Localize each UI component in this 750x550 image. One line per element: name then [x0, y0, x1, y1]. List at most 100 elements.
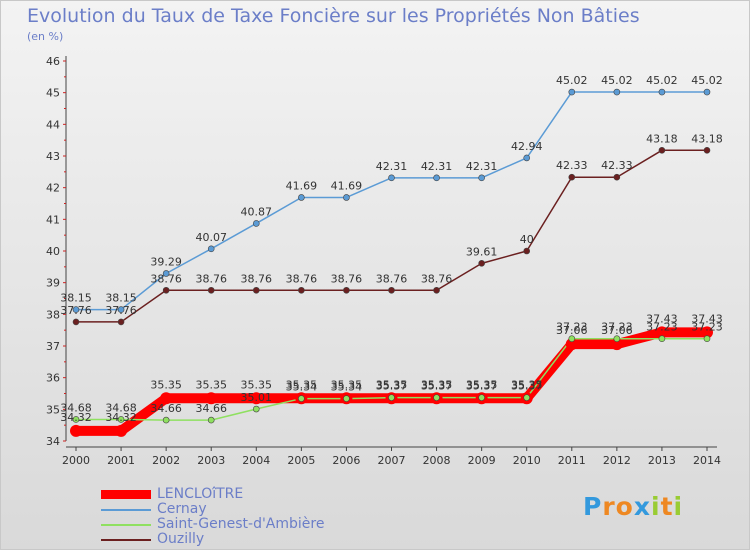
y-tick-label: 46: [46, 55, 60, 68]
data-point: [568, 173, 576, 181]
data-point: [117, 416, 125, 423]
data-label: 35.37: [511, 380, 543, 393]
tick-labels: 34 35 36 37 38 39 40 41 42 43 44 45 46 2000 2001 2002 20…: [46, 55, 721, 467]
data-label: 35.35: [150, 378, 182, 391]
data-label: 38.76: [241, 272, 273, 285]
data-label: 45.02: [601, 74, 633, 87]
data-point: [388, 394, 395, 401]
legend-swatch: [101, 538, 151, 541]
y-tick-label: 36: [46, 372, 60, 385]
data-point: [478, 394, 485, 401]
data-point: [252, 405, 260, 413]
logo-letter: P: [583, 492, 603, 521]
legend-label: Ouzilly: [157, 531, 205, 547]
data-point: [72, 416, 80, 423]
data-label: 34.32: [60, 411, 92, 424]
data-point: [701, 326, 713, 339]
x-tick-label: 2008: [423, 454, 451, 467]
data-label: 35.01: [241, 391, 273, 404]
data-label: 42.94: [511, 140, 543, 153]
data-point: [205, 392, 218, 405]
x-tick-label: 2001: [107, 454, 135, 467]
data-label: 42.31: [466, 160, 498, 173]
data-label: 35.35: [286, 378, 318, 391]
data-point: [115, 424, 128, 437]
data-label: 37.43: [691, 312, 723, 325]
legend-label: Saint-Genest-d'Ambière: [157, 516, 325, 532]
y-axis-unit-label: (en %): [27, 30, 64, 43]
data-point: [523, 247, 531, 255]
data-label: 34.66: [195, 402, 227, 415]
data-labels: 34.32 34.32 35.35 35.35 35.35 35.35 35.35 35.35…: [60, 74, 723, 424]
legend-label: LENCLOîTRE: [157, 486, 244, 502]
data-point: [252, 220, 260, 227]
data-label: 38.76: [286, 272, 318, 285]
data-point: [343, 286, 350, 294]
data-point: [343, 194, 350, 201]
data-point: [523, 394, 531, 401]
data-point: [568, 88, 576, 96]
data-label: 42.33: [556, 159, 588, 172]
chart-title: Evolution du Taux de Taxe Foncière sur l…: [27, 5, 640, 27]
data-label: 35.35: [511, 378, 543, 391]
data-point: [478, 174, 485, 182]
x-tick-label: 2012: [603, 454, 631, 467]
data-label: 37.06: [601, 324, 633, 337]
data-point: [162, 416, 170, 424]
y-tick-label: 40: [46, 245, 60, 258]
x-tick-label: 2002: [152, 454, 180, 467]
data-label: 39.29: [150, 255, 182, 268]
y-tick-label: 38: [46, 308, 60, 321]
x-tick-label: 2013: [648, 454, 676, 467]
data-point: [388, 286, 395, 294]
data-label: 35.35: [241, 378, 273, 391]
data-label: 37.23: [691, 321, 723, 334]
data-label: 45.02: [646, 74, 678, 87]
data-point: [162, 270, 170, 277]
data-label: 39.61: [466, 245, 498, 258]
y-tick-label: 44: [46, 118, 60, 131]
legend-swatch: [101, 523, 151, 526]
legend: LENCLOîTRE Cernay Saint-Genest-d'Ambière Ou…: [101, 487, 324, 547]
data-point: [478, 260, 485, 267]
y-tick-label: 43: [46, 150, 60, 163]
data-label: 35.35: [466, 378, 498, 391]
data-label: 34.68: [60, 401, 92, 414]
x-tick-label: 2014: [693, 454, 721, 467]
data-label: 38.76: [376, 272, 408, 285]
data-point: [117, 318, 125, 326]
logo-letter: i: [651, 492, 661, 521]
data-label: 34.68: [105, 401, 137, 414]
data-label: 37.23: [646, 321, 678, 334]
data-point: [298, 286, 305, 294]
data-point: [250, 392, 263, 405]
logo-letter: i: [673, 492, 684, 521]
x-tick-label: 2006: [332, 454, 360, 467]
data-point: [207, 416, 215, 424]
data-label: 38.76: [195, 272, 227, 285]
logo-letter: x: [633, 492, 651, 521]
data-label: 35.35: [376, 378, 408, 391]
data-label: 40: [520, 233, 534, 246]
data-point: [613, 335, 621, 343]
logo-letter: t: [660, 492, 674, 521]
data-label: 40.07: [195, 231, 227, 244]
legend-swatch: [101, 490, 151, 499]
y-tick-label: 35: [46, 403, 60, 416]
x-tick-label: 2003: [197, 454, 225, 467]
data-point: [343, 395, 350, 402]
data-label: 35.35: [331, 378, 363, 391]
data-label: 37.76: [60, 304, 92, 317]
data-label: 40.87: [241, 205, 273, 218]
data-point: [613, 173, 621, 181]
data-label: 34.32: [105, 411, 137, 424]
data-label: 41.69: [331, 179, 363, 192]
x-tick-label: 2010: [513, 454, 541, 467]
data-label: 37.23: [601, 321, 633, 334]
data-point: [162, 286, 170, 294]
x-tick-label: 2005: [287, 454, 315, 467]
data-label: 35.34: [286, 381, 318, 394]
data-point: [72, 318, 80, 326]
data-label: 35.35: [421, 378, 453, 391]
